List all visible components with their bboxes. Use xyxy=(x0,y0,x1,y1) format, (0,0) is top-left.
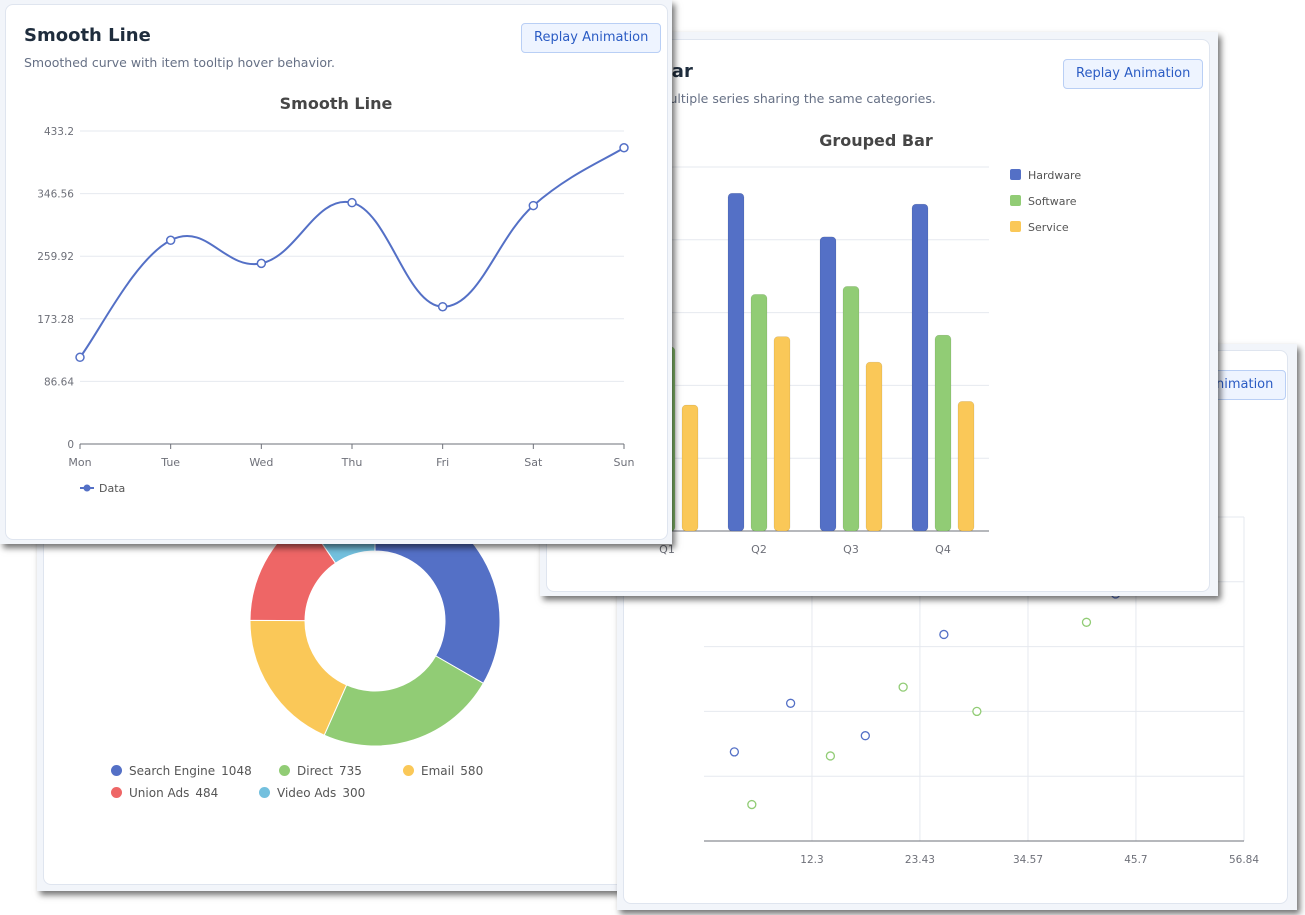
pie-legend-name: Direct xyxy=(297,764,333,778)
line-data-point[interactable] xyxy=(165,235,176,245)
line-y-tick-label: 173.28 xyxy=(37,314,74,326)
pie-legend-item[interactable]: Email 580 xyxy=(403,764,483,778)
bar-chart-title: Grouped Bar xyxy=(819,131,933,150)
bar-legend-swatch xyxy=(1010,195,1021,206)
line-x-tick-label: Mon xyxy=(68,456,91,469)
line-y-tick-label: 433.2 xyxy=(44,126,74,138)
pie-slice-email[interactable] xyxy=(249,619,348,736)
line-data-point[interactable] xyxy=(75,352,85,363)
line-x-tick-label: Sat xyxy=(524,456,543,469)
pie-legend-item[interactable]: Direct 735 xyxy=(279,764,362,778)
bar-x-tick-label: Q3 xyxy=(843,543,859,556)
line-y-tick-label: 86.64 xyxy=(44,376,74,388)
line-card-subtitle: Smoothed curve with item tooltip hover b… xyxy=(24,55,335,70)
bar-legend-label: Software xyxy=(1028,195,1077,208)
bar-legend-item[interactable]: Hardware xyxy=(1010,169,1081,182)
line-data-point[interactable] xyxy=(256,258,267,269)
scatter-x-tick-label: 56.84 xyxy=(1229,854,1259,866)
scatter-point[interactable] xyxy=(785,698,796,708)
line-legend-marker xyxy=(83,484,91,492)
line-x-tick-label: Fri xyxy=(436,456,449,469)
pie-legend-value: 580 xyxy=(460,764,484,778)
pie-legend-name: Video Ads xyxy=(277,786,337,800)
line-legend-label: Data xyxy=(99,482,125,495)
pie-legend-item[interactable]: Video Ads 300 xyxy=(259,786,365,800)
line-replay-button[interactable]: Replay Animation xyxy=(521,23,662,53)
bar-legend-swatch xyxy=(1010,221,1021,232)
line-data-point[interactable] xyxy=(528,200,539,211)
pie-legend-dot xyxy=(403,765,414,776)
bar-service-q3[interactable] xyxy=(865,361,883,532)
line-x-tick-label: Sun xyxy=(614,456,635,469)
line-window: Smooth Line Smoothed curve with item too… xyxy=(0,0,672,544)
pie-legend-value: 735 xyxy=(338,764,362,778)
pie-legend-name: Email xyxy=(421,764,455,778)
pie-legend-dot xyxy=(259,787,270,798)
line-card: Smooth Line Smoothed curve with item too… xyxy=(5,4,668,540)
pie-legend-dot xyxy=(111,765,122,776)
bar-legend-label: Service xyxy=(1028,221,1069,234)
bar-legend-swatch xyxy=(1010,169,1021,180)
scatter-point[interactable] xyxy=(747,799,757,810)
scatter-point[interactable] xyxy=(898,682,908,692)
bar-hardware-q2[interactable] xyxy=(727,192,745,532)
line-y-tick-label: 346.56 xyxy=(37,189,74,201)
pie-legend-dot xyxy=(279,765,290,776)
smooth-line-chart: Smooth Line 0 86.64 173.28 259.92 346.56 433.2… xyxy=(37,94,635,495)
bar-x-tick-label: Q4 xyxy=(935,543,951,556)
bar-service-q4[interactable] xyxy=(957,401,975,532)
line-x-tick-label: Thu xyxy=(341,456,363,469)
scatter-point[interactable] xyxy=(1081,617,1092,627)
bar-legend-item[interactable]: Service xyxy=(1010,221,1069,234)
pie-legend-item[interactable]: Search Engine 1048 xyxy=(111,764,252,778)
scatter-point[interactable] xyxy=(825,751,836,761)
line-chart-title: Smooth Line xyxy=(280,94,393,113)
pie-slice-direct[interactable] xyxy=(323,655,485,747)
line-data-point[interactable] xyxy=(437,301,448,312)
bar-service-q1[interactable] xyxy=(681,404,699,532)
line-y-tick-label: 0 xyxy=(67,439,74,451)
bar-x-tick-label: Q1 xyxy=(659,543,675,556)
line-y-tick-label: 259.92 xyxy=(37,251,74,263)
pie-legend-value: 1048 xyxy=(221,764,252,778)
bar-software-q3[interactable] xyxy=(842,286,860,532)
scatter-point[interactable] xyxy=(860,731,870,741)
bar-software-q2[interactable] xyxy=(750,294,768,532)
scatter-point[interactable] xyxy=(939,629,949,640)
line-x-tick-label: Wed xyxy=(249,456,273,469)
pie-legend-value: 300 xyxy=(342,786,366,800)
line-series-data xyxy=(79,146,625,358)
bar-replay-button[interactable]: Replay Animation xyxy=(1063,59,1204,89)
bar-hardware-q4[interactable] xyxy=(911,203,929,532)
bar-legend-label: Hardware xyxy=(1028,169,1081,182)
pie-legend-item[interactable]: Union Ads 484 xyxy=(111,786,218,800)
line-card-title: Smooth Line xyxy=(24,25,151,46)
scatter-x-tick-label: 23.43 xyxy=(905,854,935,866)
line-legend[interactable]: Data xyxy=(80,482,125,495)
scatter-point[interactable] xyxy=(972,706,982,717)
scatter-x-tick-label: 34.57 xyxy=(1013,854,1043,866)
bar-software-q4[interactable] xyxy=(934,334,952,532)
line-x-tick-label: Tue xyxy=(160,456,180,469)
scatter-x-tick-label: 12.3 xyxy=(800,854,823,866)
scatter-point[interactable] xyxy=(729,747,740,757)
bar-service-q2[interactable] xyxy=(773,336,791,532)
line-data-point[interactable] xyxy=(619,143,629,153)
scatter-x-tick-label: 45.7 xyxy=(1124,854,1147,866)
bar-legend-item[interactable]: Software xyxy=(1010,195,1077,208)
pie-legend-dot xyxy=(111,787,122,798)
line-data-point[interactable] xyxy=(347,197,357,208)
bar-hardware-q3[interactable] xyxy=(819,236,837,532)
pie-legend-name: Union Ads xyxy=(129,786,190,800)
bar-x-tick-label: Q2 xyxy=(751,543,767,556)
pie-legend-name: Search Engine xyxy=(129,764,216,778)
pie-legend-value: 484 xyxy=(195,786,219,800)
